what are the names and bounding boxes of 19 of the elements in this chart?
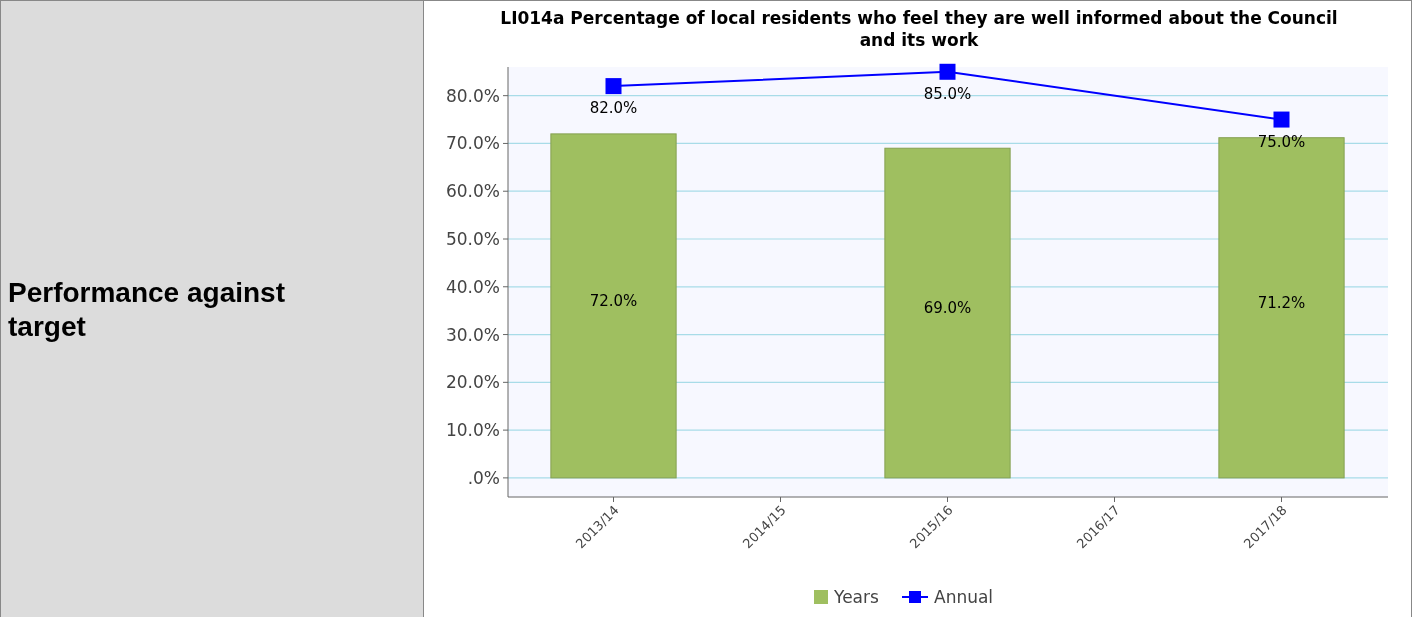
y-tick-label: 70.0% (445, 133, 500, 154)
data-label: 85.0% (923, 84, 972, 103)
y-tick-label: 60.0% (445, 181, 500, 202)
y-tick-label: 10.0% (445, 420, 500, 441)
data-label: 82.0% (589, 99, 638, 118)
data-label: 75.0% (1257, 132, 1306, 151)
data-label: 69.0% (923, 299, 972, 318)
y-tick-label: 80.0% (445, 85, 500, 106)
chart-title: LI014a Percentage of local residents who feel they are well informed about the Council and its work (500, 8, 1338, 50)
data-label: 72.0% (589, 291, 638, 310)
y-tick-label: 40.0% (445, 276, 500, 297)
text: Performance against target (8, 277, 285, 342)
y-tick-label: 50.0% (445, 228, 500, 249)
y-tick-label: 20.0% (445, 372, 500, 393)
y-tick-label: .0% (467, 467, 500, 488)
legend-label: Annual (934, 587, 994, 607)
y-tick-label: 30.0% (445, 324, 500, 345)
data-label: 71.2% (1257, 293, 1306, 312)
legend-label: Years (833, 587, 879, 607)
